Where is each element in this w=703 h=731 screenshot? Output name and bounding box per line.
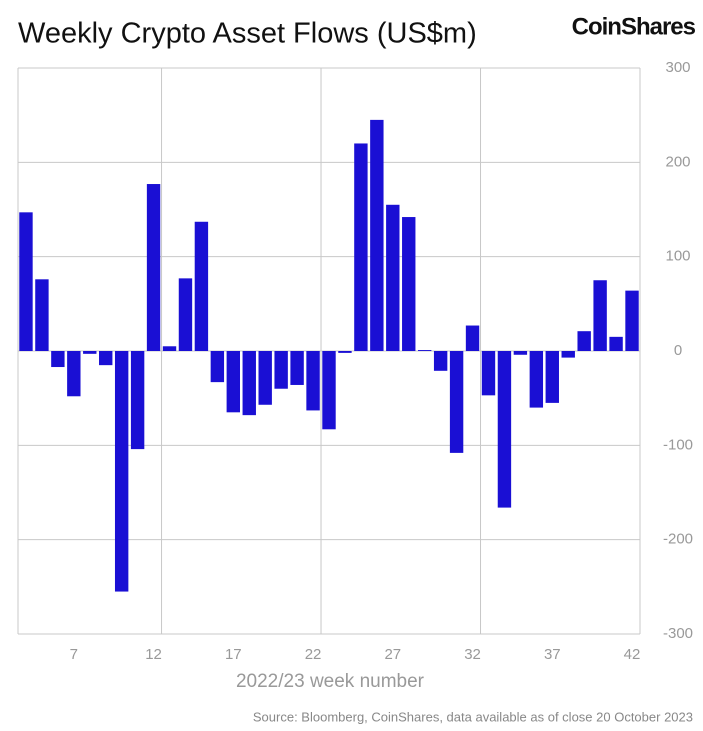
x-tick-label: 27 bbox=[384, 646, 401, 663]
bar bbox=[83, 351, 97, 354]
bar bbox=[226, 351, 241, 413]
y-tick-label: 0 bbox=[674, 342, 682, 359]
y-tick-label: 200 bbox=[665, 153, 690, 170]
bar bbox=[130, 351, 145, 450]
bar bbox=[386, 204, 400, 351]
x-tick-label: 17 bbox=[225, 646, 242, 663]
logo: CoinShares bbox=[572, 13, 696, 40]
x-tick-label: 12 bbox=[145, 646, 162, 663]
y-tick-label: 100 bbox=[665, 248, 690, 265]
bar bbox=[417, 350, 432, 351]
bar bbox=[609, 336, 623, 351]
bar bbox=[258, 351, 272, 405]
bar bbox=[513, 351, 528, 355]
bar bbox=[178, 278, 193, 351]
bar bbox=[210, 351, 225, 383]
y-tick-label: -300 bbox=[663, 625, 693, 642]
bar bbox=[465, 325, 480, 351]
x-tick-label: 37 bbox=[544, 646, 561, 663]
x-tick-label: 32 bbox=[464, 646, 481, 663]
bar bbox=[593, 280, 607, 351]
bar bbox=[290, 351, 304, 385]
y-tick-label: 300 bbox=[665, 59, 690, 76]
bar bbox=[545, 351, 559, 403]
bar bbox=[338, 351, 352, 353]
bar bbox=[306, 351, 320, 411]
bar bbox=[433, 351, 448, 371]
y-tick-label: -200 bbox=[663, 531, 693, 548]
bar bbox=[481, 351, 496, 396]
bar bbox=[577, 331, 591, 351]
bar bbox=[561, 351, 575, 358]
bar bbox=[51, 351, 65, 368]
x-tick-label: 42 bbox=[624, 646, 641, 663]
bar bbox=[114, 351, 129, 592]
bar bbox=[402, 217, 416, 351]
bar bbox=[99, 351, 113, 366]
x-tick-label: 22 bbox=[305, 646, 322, 663]
bar bbox=[497, 351, 512, 508]
x-tick-label: 7 bbox=[70, 646, 78, 663]
bar bbox=[162, 346, 177, 351]
source-note: Source: Bloomberg, CoinShares, data avai… bbox=[253, 709, 693, 724]
bar bbox=[146, 184, 161, 351]
bar bbox=[322, 351, 336, 430]
bar bbox=[67, 351, 81, 397]
bar bbox=[449, 351, 464, 453]
bar bbox=[274, 351, 288, 389]
x-axis-label: 2022/23 week number bbox=[236, 671, 425, 692]
bar bbox=[625, 290, 639, 351]
bar bbox=[194, 221, 209, 351]
bar bbox=[19, 212, 33, 351]
bar bbox=[35, 279, 49, 351]
bar bbox=[242, 351, 256, 416]
bar bbox=[354, 143, 368, 351]
bar bbox=[529, 351, 544, 408]
bar bbox=[370, 119, 384, 351]
y-tick-label: -100 bbox=[663, 436, 693, 453]
chart-title: Weekly Crypto Asset Flows (US$m) bbox=[18, 18, 477, 50]
